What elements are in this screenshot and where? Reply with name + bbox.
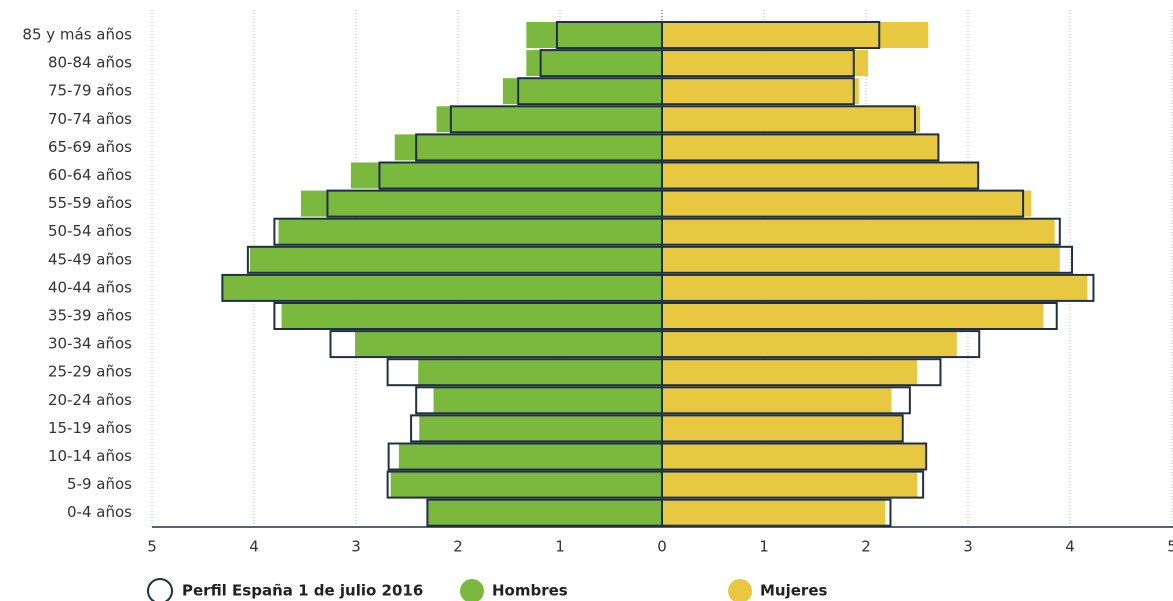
profile-outline: [661, 358, 942, 387]
y-tick-label: 0-4 años: [67, 503, 132, 521]
y-tick-label: 25-29 años: [48, 363, 132, 381]
bar: [662, 499, 886, 526]
bar: [662, 50, 869, 77]
y-tick-label: 60-64 años: [48, 166, 132, 184]
y-tick-label: 85 y más años: [22, 26, 132, 44]
bar: [436, 106, 662, 133]
bar: [662, 387, 892, 414]
y-tick-label: 30-34 años: [48, 335, 132, 353]
profile-outline: [661, 49, 855, 78]
bar: [398, 443, 662, 470]
y-tick-label: 75-79 años: [48, 82, 132, 100]
y-tick-label: 35-39 años: [48, 307, 132, 325]
profile-outline: [661, 414, 904, 443]
bar: [662, 274, 1088, 301]
y-tick-label: 15-19 años: [48, 419, 132, 437]
bar: [662, 78, 859, 105]
bar: [222, 274, 662, 301]
legend-swatch: [728, 579, 752, 601]
profile-outline: [661, 105, 916, 134]
y-tick-label: 80-84 años: [48, 54, 132, 72]
bar: [662, 443, 927, 470]
profile-outline: [661, 189, 1025, 218]
bar: [662, 331, 957, 358]
bar: [249, 246, 663, 273]
bar: [662, 190, 1032, 217]
y-tick-label: 5-9 años: [67, 475, 132, 493]
legend-label: Hombres: [492, 582, 568, 600]
x-tick-label: 2: [861, 538, 871, 556]
bar: [278, 218, 662, 245]
x-tick-label: 2: [453, 538, 463, 556]
x-tick-label: 4: [249, 538, 259, 556]
x-tick-label: 1: [759, 538, 769, 556]
bar: [394, 134, 662, 161]
profile-outline: [661, 245, 1074, 274]
x-tick-label: 3: [351, 538, 361, 556]
y-tick-label: 40-44 años: [48, 278, 132, 296]
x-tick-label: 4: [1065, 538, 1075, 556]
profile-outline: [661, 470, 925, 499]
bar: [526, 22, 662, 48]
bar: [526, 50, 662, 77]
profile-outline: [661, 386, 911, 415]
x-tick-label: 5: [147, 538, 157, 556]
y-tick-label: 65-69 años: [48, 138, 132, 156]
x-tick-label: 0: [657, 538, 667, 556]
bar: [662, 162, 979, 189]
bar: [662, 303, 1044, 329]
profile-outline: [661, 273, 1095, 302]
x-tick-label: 5: [1167, 538, 1173, 556]
bar: [662, 106, 921, 133]
x-tick-label: 3: [963, 538, 973, 556]
bar: [418, 359, 662, 386]
bar: [662, 22, 929, 48]
profile-outline: [661, 217, 1061, 246]
legend-label: Mujeres: [760, 582, 827, 600]
bar: [662, 359, 917, 386]
bar: [350, 162, 662, 189]
bar: [662, 246, 1060, 273]
bar: [662, 218, 1055, 245]
bar: [390, 471, 662, 498]
x-tick-label: 1: [555, 538, 565, 556]
profile-outline: [661, 133, 940, 162]
y-tick-label: 10-14 años: [48, 447, 132, 465]
profile-outline: [661, 498, 892, 527]
bar: [300, 190, 662, 217]
bar: [354, 331, 662, 358]
y-tick-label: 55-59 años: [48, 194, 132, 212]
y-tick-label: 20-24 años: [48, 391, 132, 409]
bar: [662, 415, 902, 442]
bar: [662, 134, 939, 161]
y-tick-label: 45-49 años: [48, 250, 132, 268]
profile-outline: [661, 161, 980, 190]
bar: [502, 78, 662, 105]
legend-swatch: [147, 578, 173, 601]
bar: [433, 387, 662, 414]
profile-outline: [661, 21, 881, 49]
bar: [427, 499, 662, 526]
legend-label: Perfil España 1 de julio 2016: [182, 582, 423, 600]
y-tick-label: 50-54 años: [48, 222, 132, 240]
legend-swatch: [460, 579, 484, 601]
bar: [281, 303, 662, 329]
bar: [662, 471, 917, 498]
y-tick-label: 70-74 años: [48, 110, 132, 128]
profile-outline: [661, 302, 1058, 330]
profile-outline: [661, 77, 855, 106]
profile-outline: [661, 442, 928, 471]
bar: [419, 415, 662, 442]
profile-outline: [661, 330, 981, 359]
